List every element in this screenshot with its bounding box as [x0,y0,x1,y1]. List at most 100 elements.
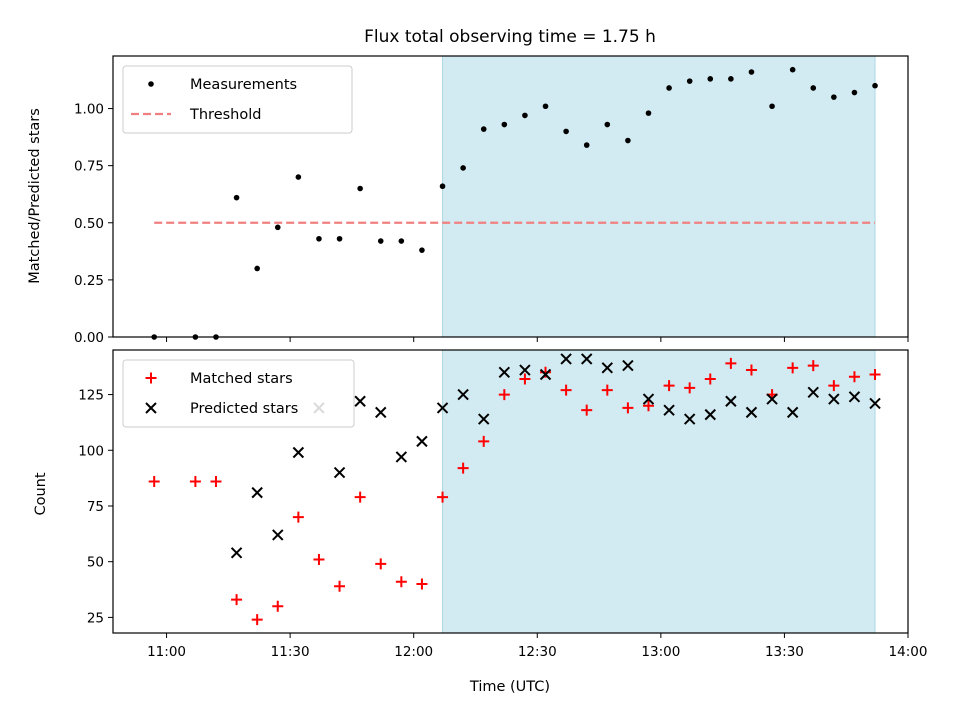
matched-star-point [251,614,263,626]
y-tick-label-top: 1.00 [74,102,104,118]
matched-star-marker [313,553,325,565]
matched-star-marker [478,435,490,447]
measurement-point [563,128,569,135]
matched-star-point [663,380,675,392]
legend-matched-marker [145,372,157,384]
matched-star-marker [354,491,366,503]
predicted-star-marker [333,466,346,479]
x-tick-label: 12:00 [394,644,433,660]
matched-star-marker [210,475,222,487]
x-tick-label: 12:30 [518,644,557,660]
matched-star-marker [457,462,469,474]
predicted-star-marker [539,368,552,381]
measurement-point [583,142,590,148]
measurement-point [625,137,631,144]
predicted-star-point [622,359,634,372]
legend-bottom: Matched stars Predicted stars [122,359,355,428]
predicted-star-point [457,388,469,401]
predicted-star-point [683,413,696,425]
count-panel: 25 50 75 100 125 11:00 11:30 12:00 12:30 13:00 13:… [78,349,927,660]
predicted-star-point [333,466,346,479]
matched-star-point [622,402,634,414]
predicted-star-point [375,406,387,419]
measurement-point [707,76,714,82]
matched-star-point [869,369,881,381]
predicted-star-point [498,366,511,378]
predicted-star-marker [580,353,593,365]
measurement-point [728,76,734,82]
predicted-star-marker [766,393,778,405]
measurement-point [295,174,302,180]
matched-star-marker [395,576,407,588]
matched-star-point [519,373,531,385]
measurement-point [666,85,672,91]
matched-star-point [457,462,469,474]
predicted-star-marker [436,402,449,414]
matched-star-marker [642,400,654,412]
matched-star-marker [848,371,860,383]
predicted-star-marker [560,353,572,365]
matched-star-marker [684,382,696,394]
chart-title: Flux total observing time = 1.75 h [364,27,656,47]
predicted-star-point [704,408,716,421]
matched-star-point [189,475,201,487]
matched-star-marker [519,373,531,385]
matched-star-marker [498,389,510,401]
matched-star-marker [416,578,428,590]
matched-star-marker [231,594,243,606]
matched-star-point [292,511,304,523]
predicted-star-marker [519,364,531,376]
matched-star-marker [334,580,346,592]
predicted-star-point [745,406,758,419]
predicted-star-marker [642,393,655,405]
matched-star-marker [745,364,757,376]
predicted-star-point [601,362,614,374]
y-tick-label-top: 0.00 [74,330,104,346]
y-axis-label-bottom: Count [33,472,49,515]
plot-frame-bottom [112,349,909,634]
predicted-star-marker [704,408,716,421]
predicted-star-point [395,451,408,463]
predicted-star-marker [601,362,614,374]
predicted-star-marker [457,388,469,401]
matched-star-point [601,384,613,396]
predicted-star-marker [230,547,243,559]
predicted-star-marker [745,406,758,419]
predicted-star-marker [292,446,305,459]
matched-star-marker [581,404,593,416]
predicted-star-point [580,353,593,365]
legend-label: Matched stars [190,371,293,387]
predicted-star-point [436,402,449,414]
measurement-point [398,238,405,244]
matched-star-point [725,357,737,369]
matched-star-marker [251,614,263,626]
predicted-star-point [519,364,531,376]
measurement-point [274,224,281,231]
predicted-star-point [539,368,552,381]
matched-star-marker [663,380,675,392]
measurement-point [460,165,466,171]
predicted-star-marker [478,413,490,425]
predicted-star-point [642,393,655,405]
matched-star-point [272,600,284,612]
predicted-star-marker [272,529,284,541]
predicted-star-point [478,413,490,425]
predicted-star-marker [622,359,634,372]
measurement-point [851,89,858,96]
measurement-point [645,110,652,116]
matched-star-point [478,435,490,447]
matched-star-marker [148,475,160,487]
y-tick-label-top: 0.75 [74,159,104,175]
measurement-point [419,247,425,253]
predicted-star-marker [375,406,387,419]
legend-measurement-marker [148,81,154,87]
y-tick-label-bottom: 50 [87,555,104,571]
matched-star-point [334,580,346,592]
legend-box-bottom [122,359,355,428]
matched-star-point [416,578,428,590]
matched-star-point [787,362,799,374]
matched-star-point [828,380,840,392]
measurement-point [316,235,322,242]
measurement-point [233,194,240,201]
